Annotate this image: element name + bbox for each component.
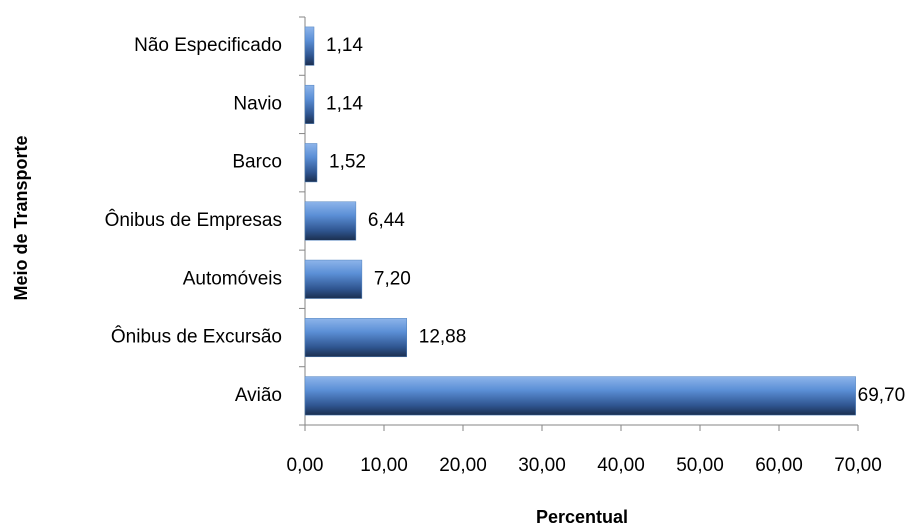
- value-label: 1,52: [329, 152, 366, 173]
- y-tick-label: Avião: [235, 385, 282, 406]
- value-label: 1,14: [326, 35, 363, 56]
- y-tick-label: Ônibus de Excursão: [111, 326, 282, 348]
- bar: [304, 26, 315, 66]
- x-tick-label: 40,00: [597, 455, 645, 476]
- bar: [304, 84, 315, 124]
- x-tick-label: 0,00: [287, 455, 324, 476]
- bar: [304, 318, 408, 358]
- y-tick-label: Ônibus de Empresas: [105, 209, 282, 231]
- value-label: 12,88: [419, 327, 467, 348]
- x-axis-title: Percentual: [536, 507, 628, 527]
- bar: [304, 201, 357, 241]
- bar: [304, 143, 318, 183]
- value-label: 69,70: [858, 385, 906, 406]
- x-tick-label: 50,00: [676, 455, 724, 476]
- bar: [304, 376, 856, 416]
- value-label: 1,14: [326, 93, 363, 114]
- y-tick-label: Não Especificado: [134, 35, 282, 56]
- x-tick-label: 60,00: [755, 455, 803, 476]
- x-tick-label: 70,00: [834, 455, 882, 476]
- y-tick-label: Barco: [232, 152, 282, 173]
- value-label: 6,44: [368, 210, 405, 231]
- x-tick-label: 20,00: [439, 455, 487, 476]
- x-tick-label: 30,00: [518, 455, 566, 476]
- bar: [304, 259, 363, 299]
- y-tick-label: Automóveis: [183, 268, 282, 289]
- y-tick-label: Navio: [233, 93, 282, 114]
- x-tick-label: 10,00: [360, 455, 408, 476]
- y-axis-title: Meio de Transporte: [11, 135, 31, 300]
- value-label: 7,20: [374, 268, 411, 289]
